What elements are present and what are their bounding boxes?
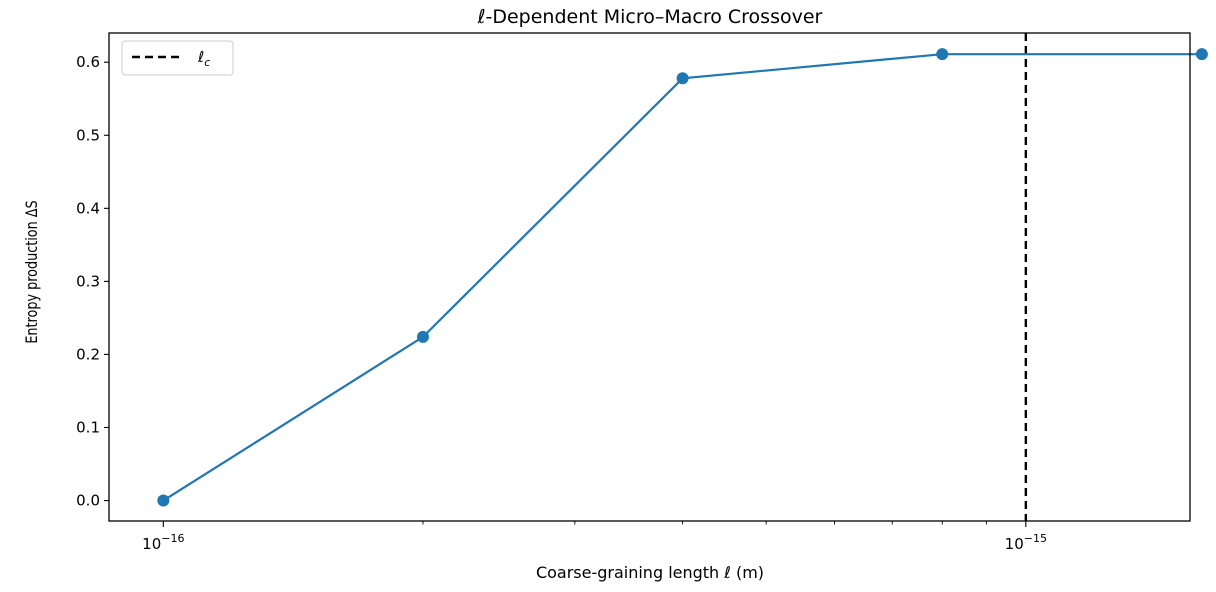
y-axis-label: Entropy production ΔS xyxy=(24,200,42,343)
x-tick-label: 10−15 xyxy=(1005,532,1047,553)
plot-layer xyxy=(157,33,1208,521)
legend: ℓc xyxy=(121,40,234,76)
y-tick-label: 0.1 xyxy=(76,418,100,436)
x-axis-label: Coarse-graining length ℓ (m) xyxy=(536,563,764,582)
data-point xyxy=(936,48,949,61)
x-tick-label: 10−16 xyxy=(142,532,184,553)
data-point xyxy=(1195,48,1208,61)
data-point xyxy=(416,330,429,343)
y-tick-label: 0.4 xyxy=(76,199,100,217)
tick-layer: 0.0 0.1 0.2 0.3 0.4 0.5 0.6 10−16 10−15 xyxy=(76,53,1047,553)
y-tick-label: 0.6 xyxy=(76,53,100,71)
y-tick-label: 0.5 xyxy=(76,126,100,144)
legend-label: ℓc xyxy=(197,48,210,69)
chart-title: ℓ-Dependent Micro–Macro Crossover xyxy=(477,6,823,28)
y-tick-label: 0.3 xyxy=(76,272,100,290)
y-tick-label: 0.2 xyxy=(76,345,100,363)
series-line xyxy=(162,53,1202,502)
plot-frame xyxy=(108,32,1191,522)
data-point xyxy=(157,494,170,507)
y-tick-label: 0.0 xyxy=(76,492,100,510)
data-point xyxy=(676,72,689,85)
